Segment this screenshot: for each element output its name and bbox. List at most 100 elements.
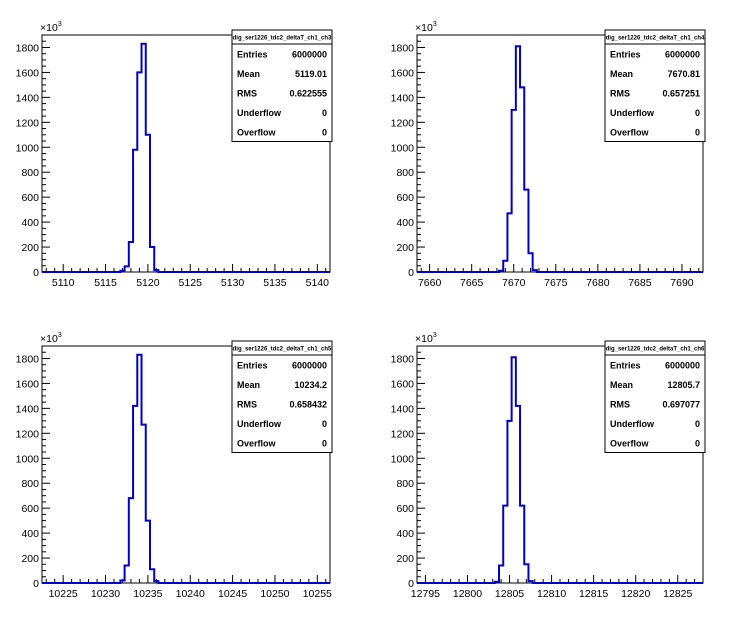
stats-value-rms: 0.697077	[662, 399, 700, 409]
histogram-series-line	[42, 42, 330, 273]
x-tick-label: 5110	[52, 277, 75, 289]
x-tick-label: 10245	[218, 588, 247, 600]
y-tick-label: 600	[396, 503, 414, 515]
y-tick-label: 0	[408, 267, 414, 279]
x-tick-label: 5130	[221, 277, 245, 289]
stats-label-entries: Entries	[610, 49, 641, 59]
stats-label-entries: Entries	[237, 360, 268, 370]
histogram-series-line	[417, 356, 703, 584]
histogram-series-line	[417, 45, 703, 273]
y-multiplier-exponent: 3	[58, 332, 62, 339]
histogram-panel-4: 0 200 400 600 800 1000 1200 1400 1600 1800×103 127…	[391, 332, 706, 600]
x-tick-label: 5120	[136, 277, 160, 289]
y-tick-label: 800	[21, 478, 39, 490]
y-tick-label: 1200	[391, 428, 415, 440]
y-multiplier-base: ×10	[415, 22, 433, 34]
histogram-panel-3: 0 200 400 600 800 1000 1200 1400 1600 1800×103 102…	[16, 332, 333, 600]
y-tick-label: 200	[396, 242, 414, 254]
stats-value-overflow: 0	[322, 127, 327, 137]
stats-label-overflow: Overflow	[610, 127, 650, 137]
histogram-panel-2: 0 200 400 600 800 1000 1200 1400 1600 1800×103 766…	[391, 21, 706, 289]
stats-value-rms: 0.658432	[289, 399, 327, 409]
stats-box-frame	[604, 340, 706, 453]
y-tick-label: 800	[396, 167, 414, 179]
histogram-series-line	[42, 353, 330, 584]
stats-box-frame	[231, 340, 333, 453]
y-tick-label: 1000	[391, 142, 415, 154]
x-tick-label: 12800	[453, 588, 482, 600]
stats-value-rms: 0.622555	[289, 88, 327, 98]
stats-label-rms: RMS	[610, 399, 630, 409]
x-tick-label: 5135	[263, 277, 287, 289]
stats-label-mean: Mean	[237, 69, 260, 79]
stats-box-frame	[604, 29, 706, 142]
y-tick-label: 600	[21, 192, 39, 204]
y-tick-label: 800	[21, 167, 39, 179]
stats-label-overflow: Overflow	[237, 127, 277, 137]
y-multiplier-exponent: 3	[433, 332, 437, 339]
stats-value-mean: 10234.2	[294, 380, 327, 390]
y-multiplier-label: ×103	[40, 332, 62, 345]
x-tick-label: 12815	[579, 588, 608, 600]
y-tick-label: 1800	[391, 42, 415, 54]
y-tick-label: 1000	[16, 142, 40, 154]
stats-value-entries: 6000000	[292, 49, 327, 59]
x-tick-label: 7680	[586, 277, 610, 289]
y-tick-label: 800	[396, 478, 414, 490]
x-tick-label: 10255	[303, 588, 332, 600]
stats-value-entries: 6000000	[665, 360, 700, 370]
stats-label-overflow: Overflow	[237, 438, 277, 448]
y-tick-label: 600	[21, 503, 39, 515]
stats-value-entries: 6000000	[292, 360, 327, 370]
stats-box-title: dig_ser1226_tdc2_deltaT_ch1_ch6	[606, 347, 705, 353]
stats-value-overflow: 0	[322, 438, 327, 448]
stats-label-rms: RMS	[237, 88, 257, 98]
stats-label-underflow: Underflow	[237, 108, 282, 118]
y-multiplier-exponent: 3	[433, 21, 437, 28]
y-tick-label: 1800	[391, 353, 415, 365]
x-tick-label: 7670	[502, 277, 526, 289]
x-tick-label: 10235	[133, 588, 162, 600]
stats-label-mean: Mean	[237, 380, 260, 390]
stats-box: dig_ser1226_tdc2_deltaT_ch1_ch3 Entries 60…	[231, 29, 333, 142]
y-tick-label: 1200	[16, 428, 40, 440]
x-tick-label: 5125	[179, 277, 203, 289]
stats-value-underflow: 0	[695, 419, 700, 429]
y-multiplier-exponent: 3	[58, 21, 62, 28]
stats-box-title: dig_ser1226_tdc2_deltaT_ch1_ch3	[233, 36, 332, 42]
y-tick-label: 400	[396, 217, 414, 229]
stats-box-frame	[231, 29, 333, 142]
x-tick-label: 5140	[306, 277, 330, 289]
y-multiplier-label: ×103	[415, 332, 437, 345]
y-tick-label: 400	[396, 528, 414, 540]
y-tick-label: 1200	[391, 117, 415, 129]
stats-label-rms: RMS	[237, 399, 257, 409]
stats-label-underflow: Underflow	[610, 108, 655, 118]
y-tick-label: 0	[33, 267, 39, 279]
y-tick-label: 200	[21, 242, 39, 254]
stats-box-title: dig_ser1226_tdc2_deltaT_ch1_ch4	[606, 36, 705, 42]
y-tick-label: 1400	[16, 92, 40, 104]
stats-label-rms: RMS	[610, 88, 630, 98]
y-tick-label: 400	[21, 217, 39, 229]
y-tick-label: 1400	[16, 403, 40, 415]
y-tick-label: 1000	[391, 453, 415, 465]
y-tick-label: 200	[21, 553, 39, 565]
stats-label-entries: Entries	[237, 49, 268, 59]
stats-value-mean: 5119.01	[295, 69, 327, 79]
y-multiplier-label: ×103	[40, 21, 62, 34]
y-tick-label: 1000	[16, 453, 40, 465]
stats-label-mean: Mean	[610, 380, 633, 390]
x-tick-label: 7665	[460, 277, 484, 289]
histogram-panel-1: 0 200 400 600 800 1000 1200 1400 1600 1800×103 511…	[16, 21, 333, 289]
x-tick-label: 10225	[49, 588, 78, 600]
y-tick-label: 1200	[16, 117, 40, 129]
stats-value-rms: 0.657251	[662, 88, 700, 98]
y-multiplier-label: ×103	[415, 21, 437, 34]
y-tick-label: 1400	[391, 403, 415, 415]
stats-value-underflow: 0	[695, 108, 700, 118]
y-tick-label: 600	[396, 192, 414, 204]
y-tick-label: 1400	[391, 92, 415, 104]
x-tick-label: 12805	[495, 588, 524, 600]
